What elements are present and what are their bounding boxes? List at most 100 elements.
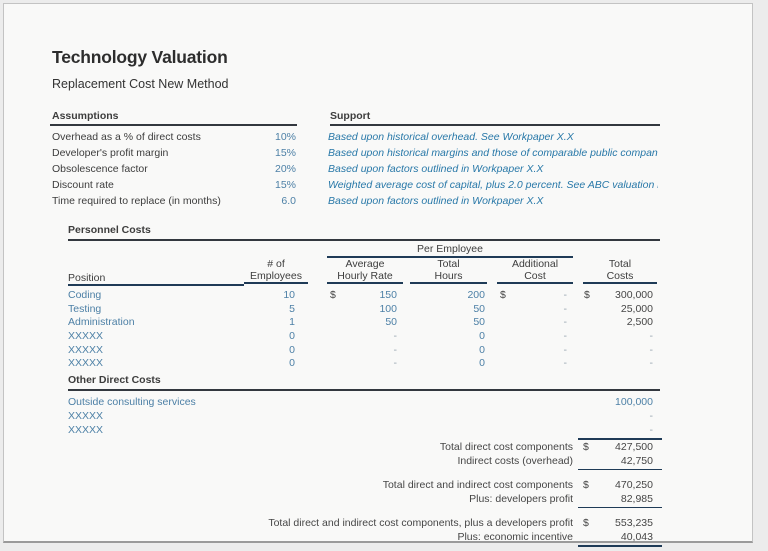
cell-value: - — [649, 343, 654, 356]
hourly-rate-cell: 100 — [327, 303, 403, 317]
total-row: Plus: economic incentive 40,043 — [68, 531, 660, 545]
position-cell: XXXXX — [68, 343, 104, 356]
column-header-label: Total — [608, 258, 632, 270]
subtotal-rule — [578, 438, 662, 440]
hourly-rate-cell: 50 — [327, 316, 403, 330]
column-header-total-hours: Total Hours — [410, 257, 487, 284]
column-header-label: Costs — [606, 270, 634, 282]
table-row: Coding 10 $150 200 $ - $300,000 — [68, 289, 660, 303]
cell-value: - — [393, 330, 398, 343]
cell-value: - — [563, 316, 568, 329]
cell-value: - — [563, 302, 568, 315]
subtotal-rule — [578, 469, 662, 470]
assumption-label: Obsolescence factor — [52, 163, 148, 175]
additional-cost-cell: - — [497, 357, 573, 371]
column-header-label: Average — [345, 258, 385, 270]
assumption-row: Time required to replace (in months) 6.0… — [50, 193, 660, 209]
assumption-row: Overhead as a % of direct costs 10% Base… — [50, 129, 660, 145]
assumption-label: Time required to replace (in months) — [52, 195, 221, 207]
hourly-rate-cell: - — [327, 344, 403, 358]
total-row: Total direct and indirect cost component… — [68, 479, 660, 493]
cost-value: - — [649, 424, 654, 436]
cell-value: - — [563, 343, 568, 356]
assumption-support: Based upon historical margins and those … — [328, 147, 658, 159]
cell-value: 25,000 — [620, 302, 653, 315]
cell-value: - — [393, 357, 398, 370]
cell-value: - — [563, 357, 568, 370]
totals-group: Total direct cost components $ 427,500 I… — [68, 441, 662, 470]
total-value: 470,250 — [615, 479, 653, 491]
personnel-costs-section: Personnel Costs Per Employee Position # … — [68, 224, 660, 371]
total-costs-cell: 2,500 — [583, 316, 657, 330]
currency-symbol: $ — [500, 289, 506, 301]
table-row: XXXXX 0 - 0 - - — [68, 344, 660, 358]
total-label: Total direct cost components — [439, 441, 573, 453]
currency-symbol — [583, 531, 597, 545]
other-direct-costs-section: Other Direct Costs Outside consulting se… — [68, 374, 662, 440]
assumptions-section: Assumptions Support Overhead as a % of d… — [50, 110, 660, 209]
total-label: Plus: developers profit — [469, 492, 573, 505]
column-header-label: Position — [68, 272, 106, 284]
assumptions-rows: Overhead as a % of direct costs 10% Base… — [50, 129, 660, 209]
header-gap — [297, 110, 330, 126]
cell-value: - — [393, 343, 398, 356]
per-employee-span-header: Per Employee — [327, 243, 573, 258]
cell-value: - — [649, 357, 654, 370]
assumption-support: Based upon historical overhead. See Work… — [328, 131, 574, 143]
cell-value: - — [649, 330, 654, 343]
personnel-rows: Coding 10 $150 200 $ - $300,000 Testing 5… — [68, 289, 660, 371]
assumption-row: Developer's profit margin 15% Based upon… — [50, 145, 660, 161]
column-header-label: Hourly Rate — [337, 270, 393, 282]
totals-group: Total direct and indirect cost component… — [68, 479, 662, 508]
assumption-value: 15% — [274, 179, 296, 191]
hourly-rate-cell: - — [327, 330, 403, 344]
title-block: Technology Valuation Replacement Cost Ne… — [52, 47, 228, 91]
totals-group: Total direct and indirect cost component… — [68, 517, 662, 547]
page-title: Technology Valuation — [52, 47, 228, 67]
totals-section: Total direct cost components $ 427,500 I… — [68, 441, 662, 551]
cell-value: - — [563, 330, 568, 343]
employees-cell: 1 — [289, 316, 295, 329]
assumption-row: Obsolescence factor 20% Based upon facto… — [50, 161, 660, 177]
column-header-total-costs: Total Costs — [583, 257, 657, 284]
column-header-label: Employees — [250, 270, 302, 282]
total-hours-cell: 200 — [467, 289, 485, 301]
total-hours-cell: 0 — [479, 357, 485, 370]
total-value: 427,500 — [615, 441, 653, 453]
total-label: Total direct and indirect cost component… — [382, 479, 573, 491]
position-cell: XXXXX — [68, 357, 104, 370]
total-value: 82,985 — [620, 492, 653, 505]
page-subtitle: Replacement Cost New Method — [52, 77, 229, 91]
additional-cost-cell: $ - — [497, 289, 573, 303]
cell-value: 150 — [379, 289, 397, 301]
total-hours-cell: 0 — [479, 343, 485, 356]
total-label: Indirect costs (overhead) — [457, 454, 573, 467]
additional-cost-cell: - — [497, 316, 573, 330]
total-value: 553,235 — [615, 517, 653, 529]
other-direct-costs-header: Other Direct Costs — [68, 374, 660, 391]
employees-cell: 0 — [289, 330, 295, 343]
total-label: Total direct and indirect cost component… — [268, 517, 573, 529]
cost-value: 100,000 — [615, 396, 653, 408]
column-header-hourly-rate: Average Hourly Rate — [327, 257, 403, 284]
total-hours-cell: 50 — [473, 316, 485, 329]
total-hours-cell: 0 — [479, 330, 485, 343]
support-header: Support — [330, 110, 660, 126]
assumption-label: Overhead as a % of direct costs — [52, 131, 201, 143]
assumption-value: 20% — [274, 163, 296, 175]
total-value: 40,043 — [620, 530, 653, 543]
assumptions-header-row: Assumptions Support — [50, 110, 660, 126]
table-row: XXXXX 0 - 0 - - — [68, 330, 660, 344]
total-costs-cell: - — [583, 357, 657, 371]
cell-value: 50 — [385, 316, 397, 329]
personnel-costs-header: Personnel Costs — [68, 224, 660, 241]
assumptions-header: Assumptions — [50, 110, 297, 126]
total-hours-cell: 50 — [473, 302, 485, 315]
table-row: XXXXX 0 - 0 - - — [68, 357, 660, 371]
cost-label: XXXXX — [68, 424, 104, 436]
assumption-value: 6.0 — [281, 195, 296, 207]
assumption-label: Discount rate — [52, 179, 114, 191]
total-label: Plus: economic incentive — [457, 530, 573, 543]
column-header-position: Position — [68, 257, 244, 286]
